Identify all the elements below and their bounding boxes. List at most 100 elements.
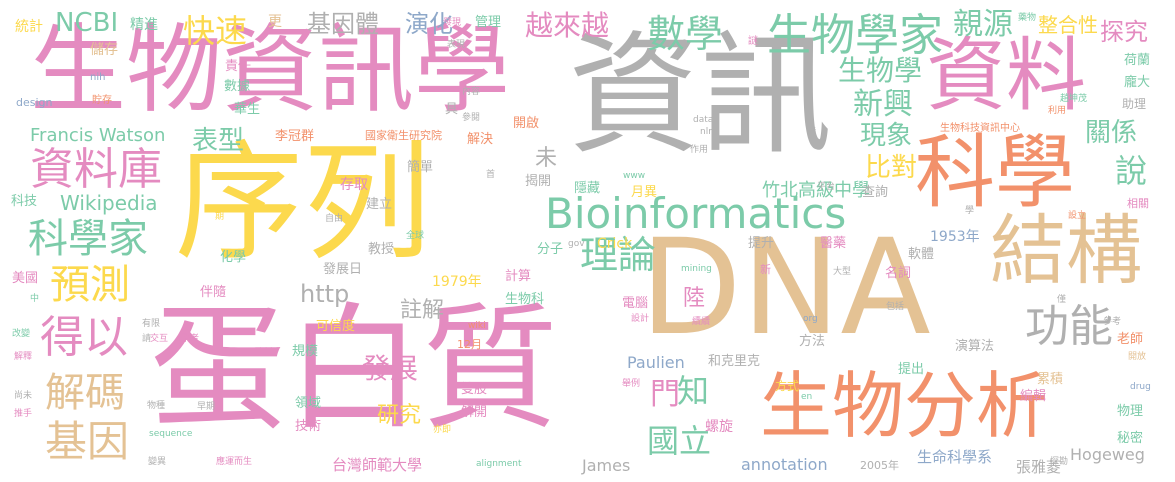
word: drug — [1130, 383, 1151, 392]
word: 儲存 — [90, 43, 118, 57]
word: 科學家 — [28, 219, 148, 259]
word: 科技 — [11, 195, 37, 208]
word: 藥物 — [1018, 14, 1036, 23]
word: 尚未 — [14, 392, 32, 401]
word: 國立 — [647, 425, 711, 457]
word: 探究 — [1100, 20, 1148, 44]
word: 陸 — [683, 288, 705, 310]
word: 管理 — [475, 16, 501, 29]
word: 提出 — [898, 363, 924, 376]
word: 生物科 — [505, 293, 544, 306]
word: 舉例 — [622, 380, 640, 389]
word: 生命科學系 — [917, 450, 992, 465]
word: 作用 — [690, 146, 708, 155]
word: 結構 — [990, 213, 1142, 289]
word: en — [801, 393, 812, 402]
word: 責任 — [225, 60, 251, 73]
word: 資料 — [926, 36, 1086, 116]
word: 知 — [677, 375, 709, 407]
word: 平台 — [817, 183, 835, 192]
word: 研究 — [377, 405, 421, 427]
word: 關係 — [1085, 120, 1137, 146]
word: 發現 — [443, 19, 461, 28]
word: 數學 — [647, 15, 723, 53]
word: 數據 — [224, 80, 250, 93]
word: 新興 — [853, 90, 913, 120]
word: 華生 — [234, 103, 260, 116]
word: 僅 — [1057, 296, 1066, 305]
word: Paulien — [627, 355, 685, 371]
word: nlm — [700, 128, 717, 137]
word: 內容 — [462, 88, 480, 97]
word: 累積 — [1037, 373, 1063, 386]
word: 國家衛生研究院 — [365, 130, 442, 141]
word: 建立 — [366, 198, 392, 211]
word: 龐大 — [1124, 76, 1150, 89]
word: 探勘 — [1050, 458, 1068, 467]
word: 變異 — [148, 458, 166, 467]
word: sequence — [149, 430, 192, 439]
word: 得以 — [40, 316, 128, 360]
word: 學 — [965, 207, 974, 216]
word: http — [300, 282, 349, 306]
word: 參考 — [1103, 318, 1121, 327]
word: data — [693, 116, 713, 125]
word: 相關 — [1127, 198, 1149, 209]
word: gov — [568, 240, 585, 249]
word: 解釋 — [14, 353, 32, 362]
word: 分子 — [537, 243, 563, 256]
word: 提升 — [748, 237, 774, 250]
word: 基因 — [45, 421, 129, 463]
word: 12月 — [457, 339, 482, 350]
word: 伴隨 — [200, 286, 226, 299]
word: 台灣師範大學 — [332, 458, 422, 473]
word: 查詢 — [862, 186, 888, 199]
word: 全球 — [406, 232, 424, 241]
word: 生物學家 — [767, 14, 943, 58]
word: 門 — [650, 380, 680, 410]
word: 預測 — [50, 265, 130, 305]
word: mining — [681, 265, 712, 274]
word: 教授 — [368, 243, 394, 256]
word: 精進 — [130, 18, 158, 32]
word: 生物學 — [838, 57, 922, 85]
word: 開啟 — [513, 117, 539, 130]
word: 生物分析 — [760, 370, 1048, 442]
word: 隱藏 — [574, 182, 600, 195]
word: 老師 — [1117, 333, 1143, 346]
word: 有限 — [142, 320, 160, 329]
word: 美國 — [12, 272, 38, 285]
word: 改變 — [12, 330, 30, 339]
word: wiki — [468, 322, 486, 331]
word: 首 — [486, 171, 495, 180]
word: 螺旋 — [705, 420, 733, 434]
word: 整合性 — [1038, 15, 1098, 35]
word: 規模 — [292, 345, 318, 358]
word: 1979年 — [432, 275, 482, 289]
word: 快速 — [183, 15, 247, 47]
word: NCBI — [55, 10, 118, 36]
word: 早期 — [197, 403, 215, 412]
word: 開放 — [1128, 353, 1146, 362]
word: 秘密 — [1117, 432, 1143, 445]
word: 計算 — [505, 270, 531, 283]
word: 竹北高級中學 — [762, 182, 870, 200]
word: 李冠群 — [275, 130, 314, 143]
word: 請 — [142, 335, 151, 344]
word: 具 — [445, 103, 458, 116]
word: 更 — [268, 15, 282, 29]
word: 期 — [215, 213, 224, 222]
word: 醫藥 — [820, 237, 846, 250]
word: 發展日 — [323, 263, 362, 276]
word: 1953年 — [930, 230, 980, 244]
word: 方式 — [775, 380, 799, 392]
word: 簡單 — [407, 161, 433, 174]
word: 推手 — [14, 410, 32, 419]
word: 時 — [807, 128, 816, 137]
word: 功能 — [1025, 305, 1113, 349]
word: 統計 — [15, 20, 43, 34]
word: 包括 — [886, 303, 904, 312]
word: 設計 — [631, 315, 649, 324]
word: 新 — [760, 264, 771, 275]
word: 編輯 — [1020, 390, 1046, 403]
